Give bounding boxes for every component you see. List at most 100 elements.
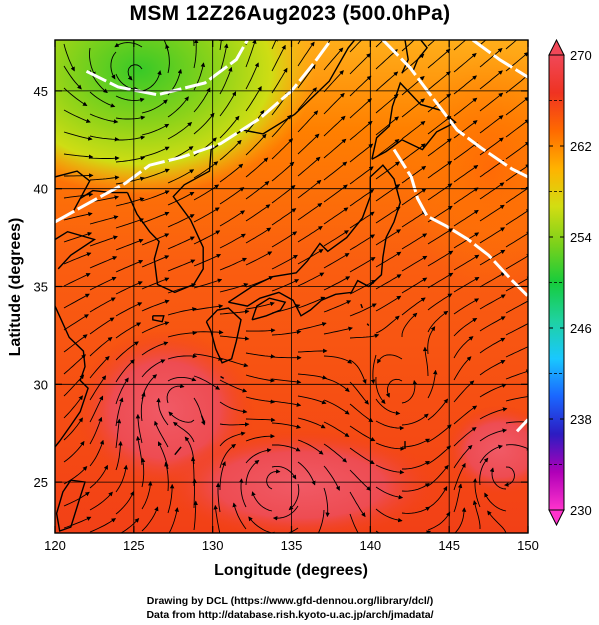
streamline xyxy=(479,182,505,200)
y-tick-label: 30 xyxy=(34,377,48,392)
colorbar-label: 270 xyxy=(570,48,592,63)
streamline xyxy=(401,255,428,272)
streamline xyxy=(167,96,189,118)
streamline xyxy=(479,383,507,398)
streamline xyxy=(219,357,249,368)
streamline xyxy=(370,354,377,385)
streamline xyxy=(193,330,224,335)
streamline xyxy=(271,44,286,72)
streamline xyxy=(401,165,427,184)
chart-title: MSM 12Z26Aug2023 (500.0hPa) xyxy=(129,2,451,25)
streamline xyxy=(401,297,426,316)
streamline xyxy=(427,445,451,465)
streamline xyxy=(479,137,504,156)
streamline xyxy=(323,276,351,291)
streamline xyxy=(63,354,86,375)
streamline xyxy=(479,115,504,134)
streamline xyxy=(427,272,454,289)
streamline xyxy=(193,87,211,113)
streamline xyxy=(427,293,453,311)
streamline xyxy=(505,141,528,160)
streamline xyxy=(219,115,240,139)
streamline xyxy=(323,487,330,518)
y-axis-label: Latitude (degrees) xyxy=(7,218,24,357)
streamline xyxy=(245,460,260,486)
streamline xyxy=(271,378,302,385)
y-tick-label: 40 xyxy=(34,182,48,197)
streamline xyxy=(141,255,170,268)
streamline xyxy=(323,399,350,415)
streamline xyxy=(479,40,491,46)
streamline xyxy=(427,71,451,91)
streamline xyxy=(375,93,399,114)
streamline xyxy=(323,355,353,364)
coastline xyxy=(366,323,370,327)
streamline xyxy=(167,483,175,514)
streamline xyxy=(193,304,224,311)
streamline xyxy=(479,249,506,266)
streamline xyxy=(297,110,319,133)
streamline xyxy=(297,439,324,455)
streamline xyxy=(141,168,170,180)
streamline xyxy=(193,353,223,361)
streamline xyxy=(504,466,515,487)
streamline xyxy=(323,184,348,203)
streamline xyxy=(63,395,83,419)
streamline xyxy=(89,336,113,357)
colorbar-lower-arrow xyxy=(548,509,565,527)
streamline xyxy=(505,96,528,116)
streamline xyxy=(219,431,246,447)
streamline xyxy=(89,113,119,124)
streamline xyxy=(453,142,478,161)
streamline xyxy=(453,336,474,359)
credit-drawing: Drawing by DCL (https://www.gfd-dennou.o… xyxy=(146,595,434,607)
streamline xyxy=(505,231,528,248)
streamline xyxy=(63,65,82,90)
streamline xyxy=(245,301,275,310)
streamline xyxy=(141,233,170,246)
streamline xyxy=(375,420,405,431)
streamline xyxy=(89,135,120,142)
streamline xyxy=(110,51,117,80)
streamline xyxy=(401,379,418,404)
streamline xyxy=(453,232,480,249)
streamline xyxy=(156,397,169,426)
streamline xyxy=(115,341,139,361)
coastline xyxy=(205,307,242,364)
x-tick-label: 150 xyxy=(517,538,539,553)
streamline xyxy=(271,304,301,314)
streamline xyxy=(297,133,320,155)
streamline xyxy=(479,337,506,354)
streamline xyxy=(63,273,91,287)
streamline xyxy=(193,184,220,201)
streamline xyxy=(141,99,168,114)
streamline xyxy=(427,424,452,443)
streamline xyxy=(505,74,528,94)
streamline xyxy=(487,510,507,533)
streamline xyxy=(271,465,297,480)
streamline xyxy=(375,295,402,312)
streamline xyxy=(63,131,93,141)
streamline xyxy=(479,70,503,90)
coastline xyxy=(174,446,182,456)
streamline xyxy=(297,225,323,243)
streamline xyxy=(271,40,278,50)
streamline xyxy=(219,233,246,249)
streamline xyxy=(173,421,195,443)
streamline xyxy=(63,153,94,160)
streamline xyxy=(271,279,300,292)
streamline xyxy=(323,207,349,225)
streamline xyxy=(349,491,366,518)
streamline xyxy=(269,527,299,533)
streamline xyxy=(297,202,323,221)
streamline xyxy=(479,457,489,486)
streamline xyxy=(89,491,113,511)
plot-field xyxy=(55,40,528,533)
streamline xyxy=(167,259,196,272)
streamline xyxy=(271,138,294,160)
coastline xyxy=(401,40,409,74)
streamline xyxy=(245,276,274,288)
streamline xyxy=(349,40,367,53)
streamline xyxy=(427,228,454,245)
streamline xyxy=(63,491,90,507)
